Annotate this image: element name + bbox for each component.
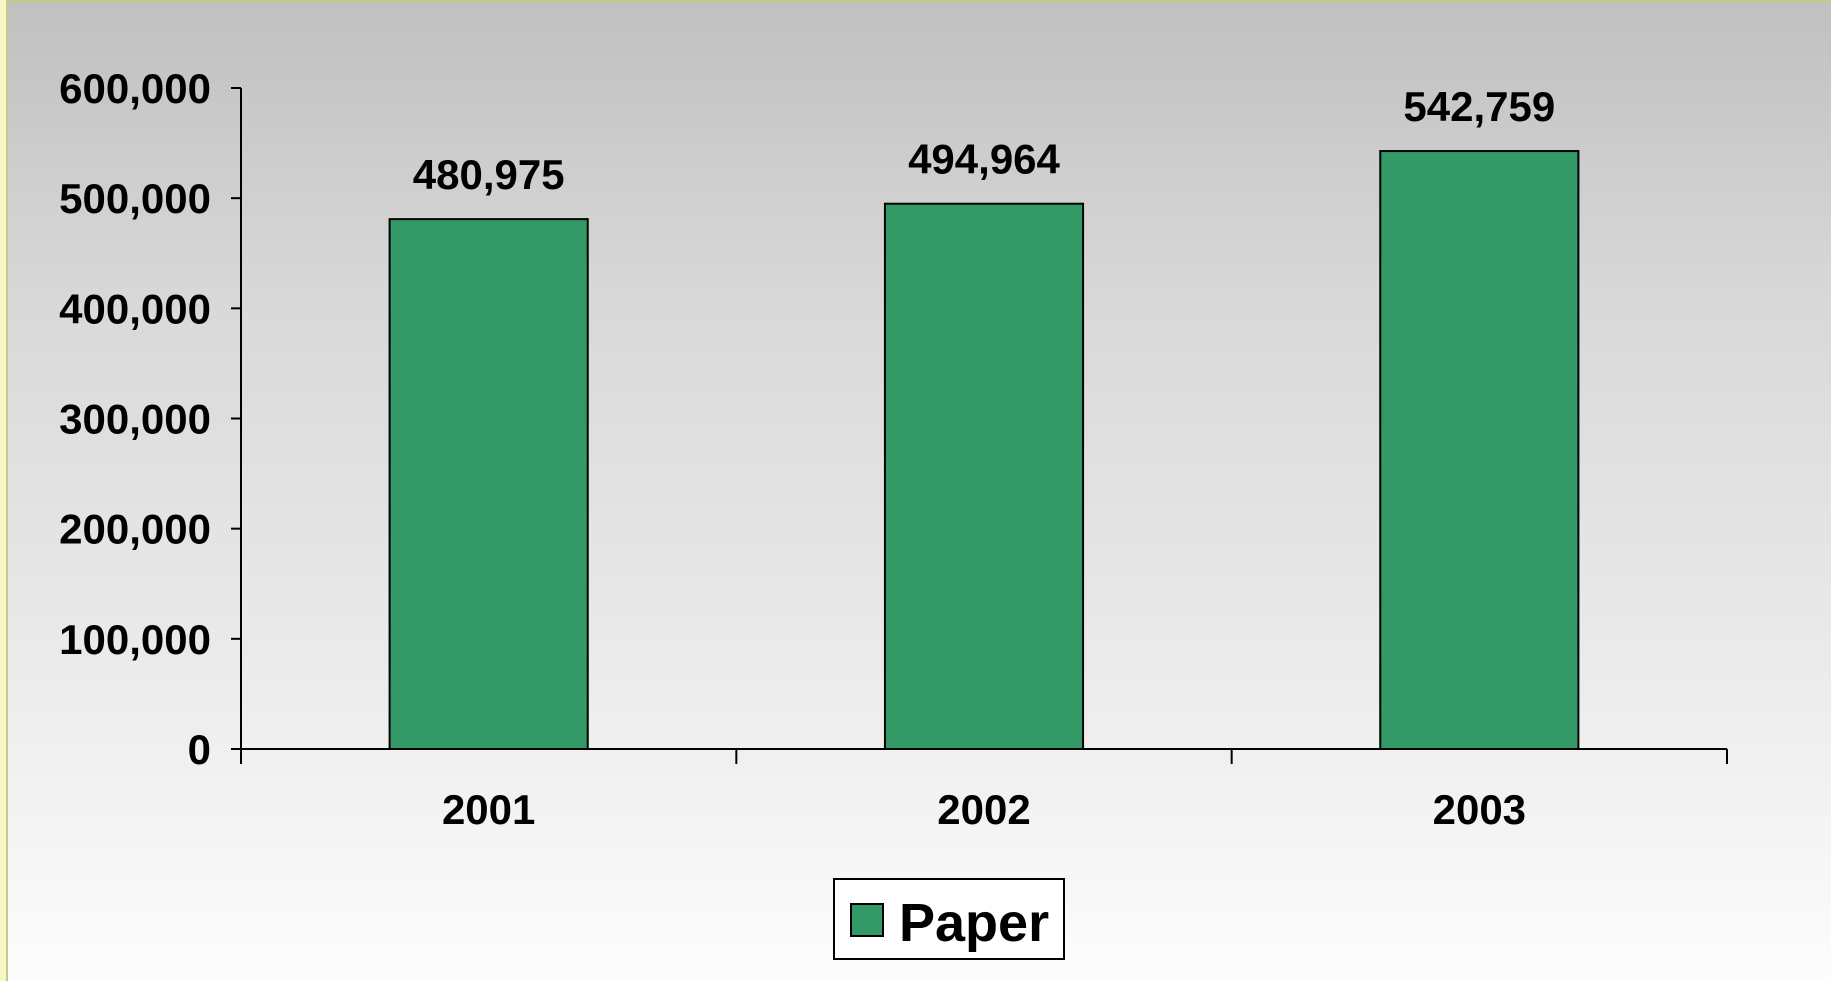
bar: [1379, 150, 1580, 751]
data-label: 494,964: [908, 136, 1060, 183]
x-axis: 2001 2002 2003: [240, 748, 1728, 833]
y-tick-label: 0: [188, 726, 211, 773]
legend-swatch: [850, 903, 884, 937]
y-tick-label: 500,000: [59, 175, 211, 222]
y-axis: 0 100,000 200,000 300,000 400,000 500,000 600,…: [59, 65, 242, 773]
legend-label: Paper: [899, 893, 1049, 953]
x-tick-label: 2002: [937, 786, 1030, 833]
bar-series: [388, 150, 1580, 751]
y-tick-label: 600,000: [59, 65, 211, 112]
legend: Paper: [833, 878, 1065, 960]
x-tick-label: 2003: [1433, 786, 1526, 833]
y-tick-label: 100,000: [59, 616, 211, 663]
bar-chart: 0 100,000 200,000 300,000 400,000 500,000 600,…: [59, 65, 1728, 960]
data-label: 480,975: [413, 151, 565, 198]
data-label: 542,759: [1403, 83, 1555, 130]
chart-area: 0 100,000 200,000 300,000 400,000 500,000 600,…: [6, 0, 1831, 981]
bar: [883, 202, 1085, 750]
x-tick-label: 2001: [442, 786, 535, 833]
data-labels: 480,975 494,964 542,759: [413, 83, 1555, 198]
y-tick-label: 400,000: [59, 285, 211, 332]
bar: [388, 218, 589, 751]
y-tick-label: 200,000: [59, 506, 211, 553]
y-tick-label: 300,000: [59, 396, 211, 443]
